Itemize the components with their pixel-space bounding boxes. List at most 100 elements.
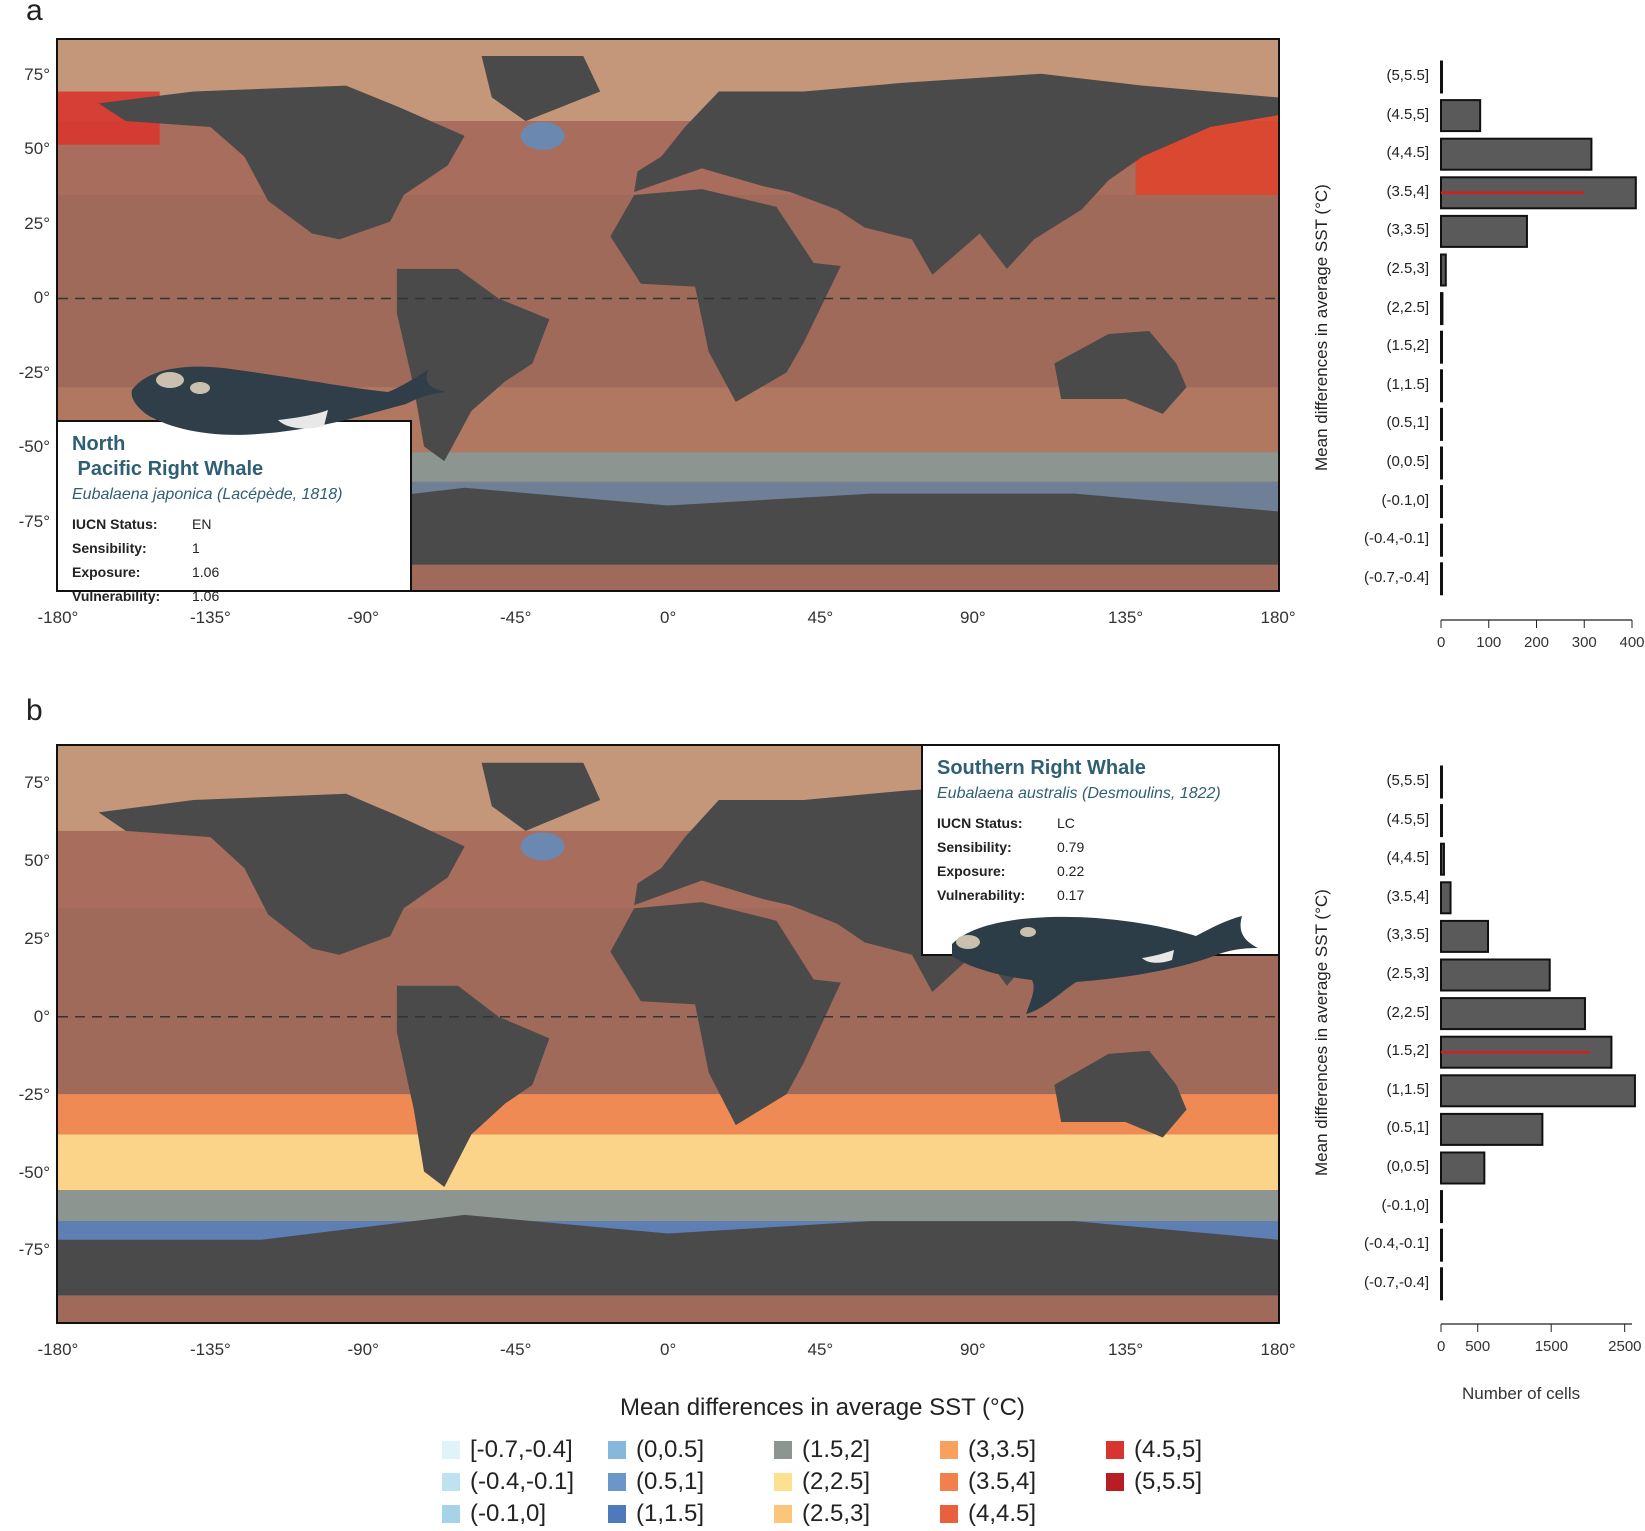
legend-swatch (442, 1473, 460, 1491)
histogram-category-label: (-0.4,-0.1] (1363, 1235, 1429, 1253)
legend-label: (4.5,5] (1134, 1436, 1203, 1463)
legend-label: (1,1.5] (636, 1500, 705, 1527)
legend-label: (-0.1,0] (470, 1500, 547, 1527)
species-common-name: North Pacific Right Whale (72, 433, 264, 480)
legend-item: (0,0.5] (608, 1436, 704, 1464)
sensibility-value: 1 (192, 540, 200, 556)
histogram-category-label: (-0.4,-0.1] (1363, 530, 1429, 548)
landmass-south-america (396, 268, 550, 462)
lon-tick-label: 135° (1108, 1340, 1144, 1359)
sensibility-label: Sensibility: (937, 839, 1012, 855)
panel-label-b: b (26, 694, 43, 727)
lon-tick-label: -135° (190, 1340, 231, 1359)
cool-patch (520, 832, 565, 861)
legend-label: (1.5,2] (802, 1436, 871, 1463)
lon-tick-label: -90° (347, 1340, 379, 1359)
exposure-value: 1.06 (192, 564, 220, 580)
landmass-north-america (98, 85, 465, 240)
legend-item: [-0.7,-0.4] (442, 1436, 573, 1464)
exposure-label: Exposure: (937, 863, 1006, 879)
legend-label: (3.5,4] (968, 1468, 1037, 1495)
legend-label: (4,4.5] (968, 1500, 1037, 1527)
histogram-bar (1440, 446, 1443, 480)
histogram-bar (1440, 523, 1443, 557)
histogram-category-label: (3.5,4] (1386, 182, 1429, 200)
legend-title: Mean differences in average SST (°C) (620, 1394, 1025, 1421)
legend-swatch (442, 1441, 460, 1459)
sst-band-5 (58, 1190, 1278, 1222)
panel-label-a: a (26, 0, 43, 27)
histogram-bar (1440, 842, 1445, 876)
histogram-bar (1440, 562, 1443, 596)
legend-item: (2.5,3] (774, 1500, 870, 1528)
histogram-x-tick-label: 100 (1476, 634, 1502, 651)
legend-swatch (774, 1505, 792, 1523)
histogram-x-tick-label: 500 (1465, 1338, 1491, 1355)
lat-tick-label: -25° (18, 1084, 50, 1104)
legend-label: (2,2.5] (802, 1468, 871, 1495)
histogram-bar (1440, 919, 1490, 953)
landmass-africa (610, 902, 841, 1126)
lon-tick-label: -180° (37, 608, 79, 627)
lon-tick-label: -135° (190, 608, 231, 627)
legend-label: (-0.4,-0.1] (470, 1468, 575, 1495)
lon-tick-label: 0° (660, 1340, 677, 1359)
histogram-bar (1440, 1112, 1544, 1146)
legend-item: (1,1.5] (608, 1500, 704, 1528)
lat-tick-label: 75° (24, 64, 50, 84)
exposure-label: Exposure: (72, 564, 141, 580)
legend-swatch (940, 1473, 958, 1491)
lon-tick-label: -45° (500, 1340, 532, 1359)
sensibility-value: 0.79 (1057, 839, 1085, 855)
histogram-bar (1440, 958, 1551, 992)
histogram-category-label: (5,5.5] (1386, 67, 1429, 84)
histogram-category-label: (5,5.5] (1386, 772, 1429, 789)
exposure-value: 0.22 (1057, 863, 1085, 879)
histogram-bar (1440, 1074, 1636, 1108)
legend-swatch (608, 1441, 626, 1459)
lon-tick-label: 90° (960, 608, 986, 627)
lat-tick-label: -50° (18, 1162, 50, 1182)
lat-tick-label: 25° (24, 928, 50, 948)
legend-swatch (442, 1505, 460, 1523)
legend-item: (1.5,2] (774, 1436, 870, 1464)
species-scientific-name: Eubalaena australis (Desmoulins, 1822) (937, 785, 1221, 802)
landmass-australia (1054, 1050, 1187, 1138)
lat-tick-label: 75° (24, 772, 50, 792)
landmass-greenland (481, 762, 601, 831)
histogram-x-tick-label: 1500 (1534, 1338, 1569, 1355)
cool-patch (520, 121, 565, 150)
legend-swatch (1106, 1473, 1124, 1491)
histogram-category-label: (2,2.5] (1386, 1003, 1429, 1021)
lon-tick-label: 90° (960, 1340, 986, 1359)
legend-swatch (608, 1505, 626, 1523)
legend-label: [-0.7,-0.4] (470, 1436, 573, 1463)
lon-tick-label: 180° (1260, 1340, 1296, 1359)
landmass-antarctica (58, 1214, 1278, 1296)
histogram-bar (1440, 485, 1443, 519)
iucn-label: IUCN Status: (937, 815, 1023, 831)
histogram-bar (1440, 253, 1447, 287)
legend-label: (2.5,3] (802, 1500, 871, 1527)
histogram-category-label: (2.5,3] (1386, 965, 1429, 982)
histogram-category-label: (0.5,1] (1386, 1119, 1429, 1137)
histogram-b-xlabel: Number of cells (1462, 1384, 1581, 1403)
landmass-europe-asia (634, 73, 1278, 275)
histogram-category-label: (3,3.5] (1386, 926, 1429, 944)
lon-tick-label: -180° (37, 1340, 79, 1359)
lat-tick-label: -50° (18, 437, 50, 457)
histogram-bar (1440, 1151, 1486, 1185)
histogram-category-label: (1,1.5] (1386, 375, 1429, 393)
histogram-category-label: (4.5,5] (1386, 105, 1429, 123)
histogram-category-label: (1,1.5] (1386, 1080, 1429, 1098)
histogram-bar (1440, 292, 1444, 326)
iucn-label: IUCN Status: (72, 516, 158, 532)
histogram-category-label: (-0.1,0] (1381, 491, 1429, 509)
landmass-australia (1054, 331, 1187, 414)
legend-label: (5,5.5] (1134, 1468, 1203, 1495)
histogram-bar (1440, 1267, 1443, 1301)
histogram-bar (1440, 99, 1482, 133)
histogram-category-label: (0.5,1] (1386, 414, 1429, 432)
